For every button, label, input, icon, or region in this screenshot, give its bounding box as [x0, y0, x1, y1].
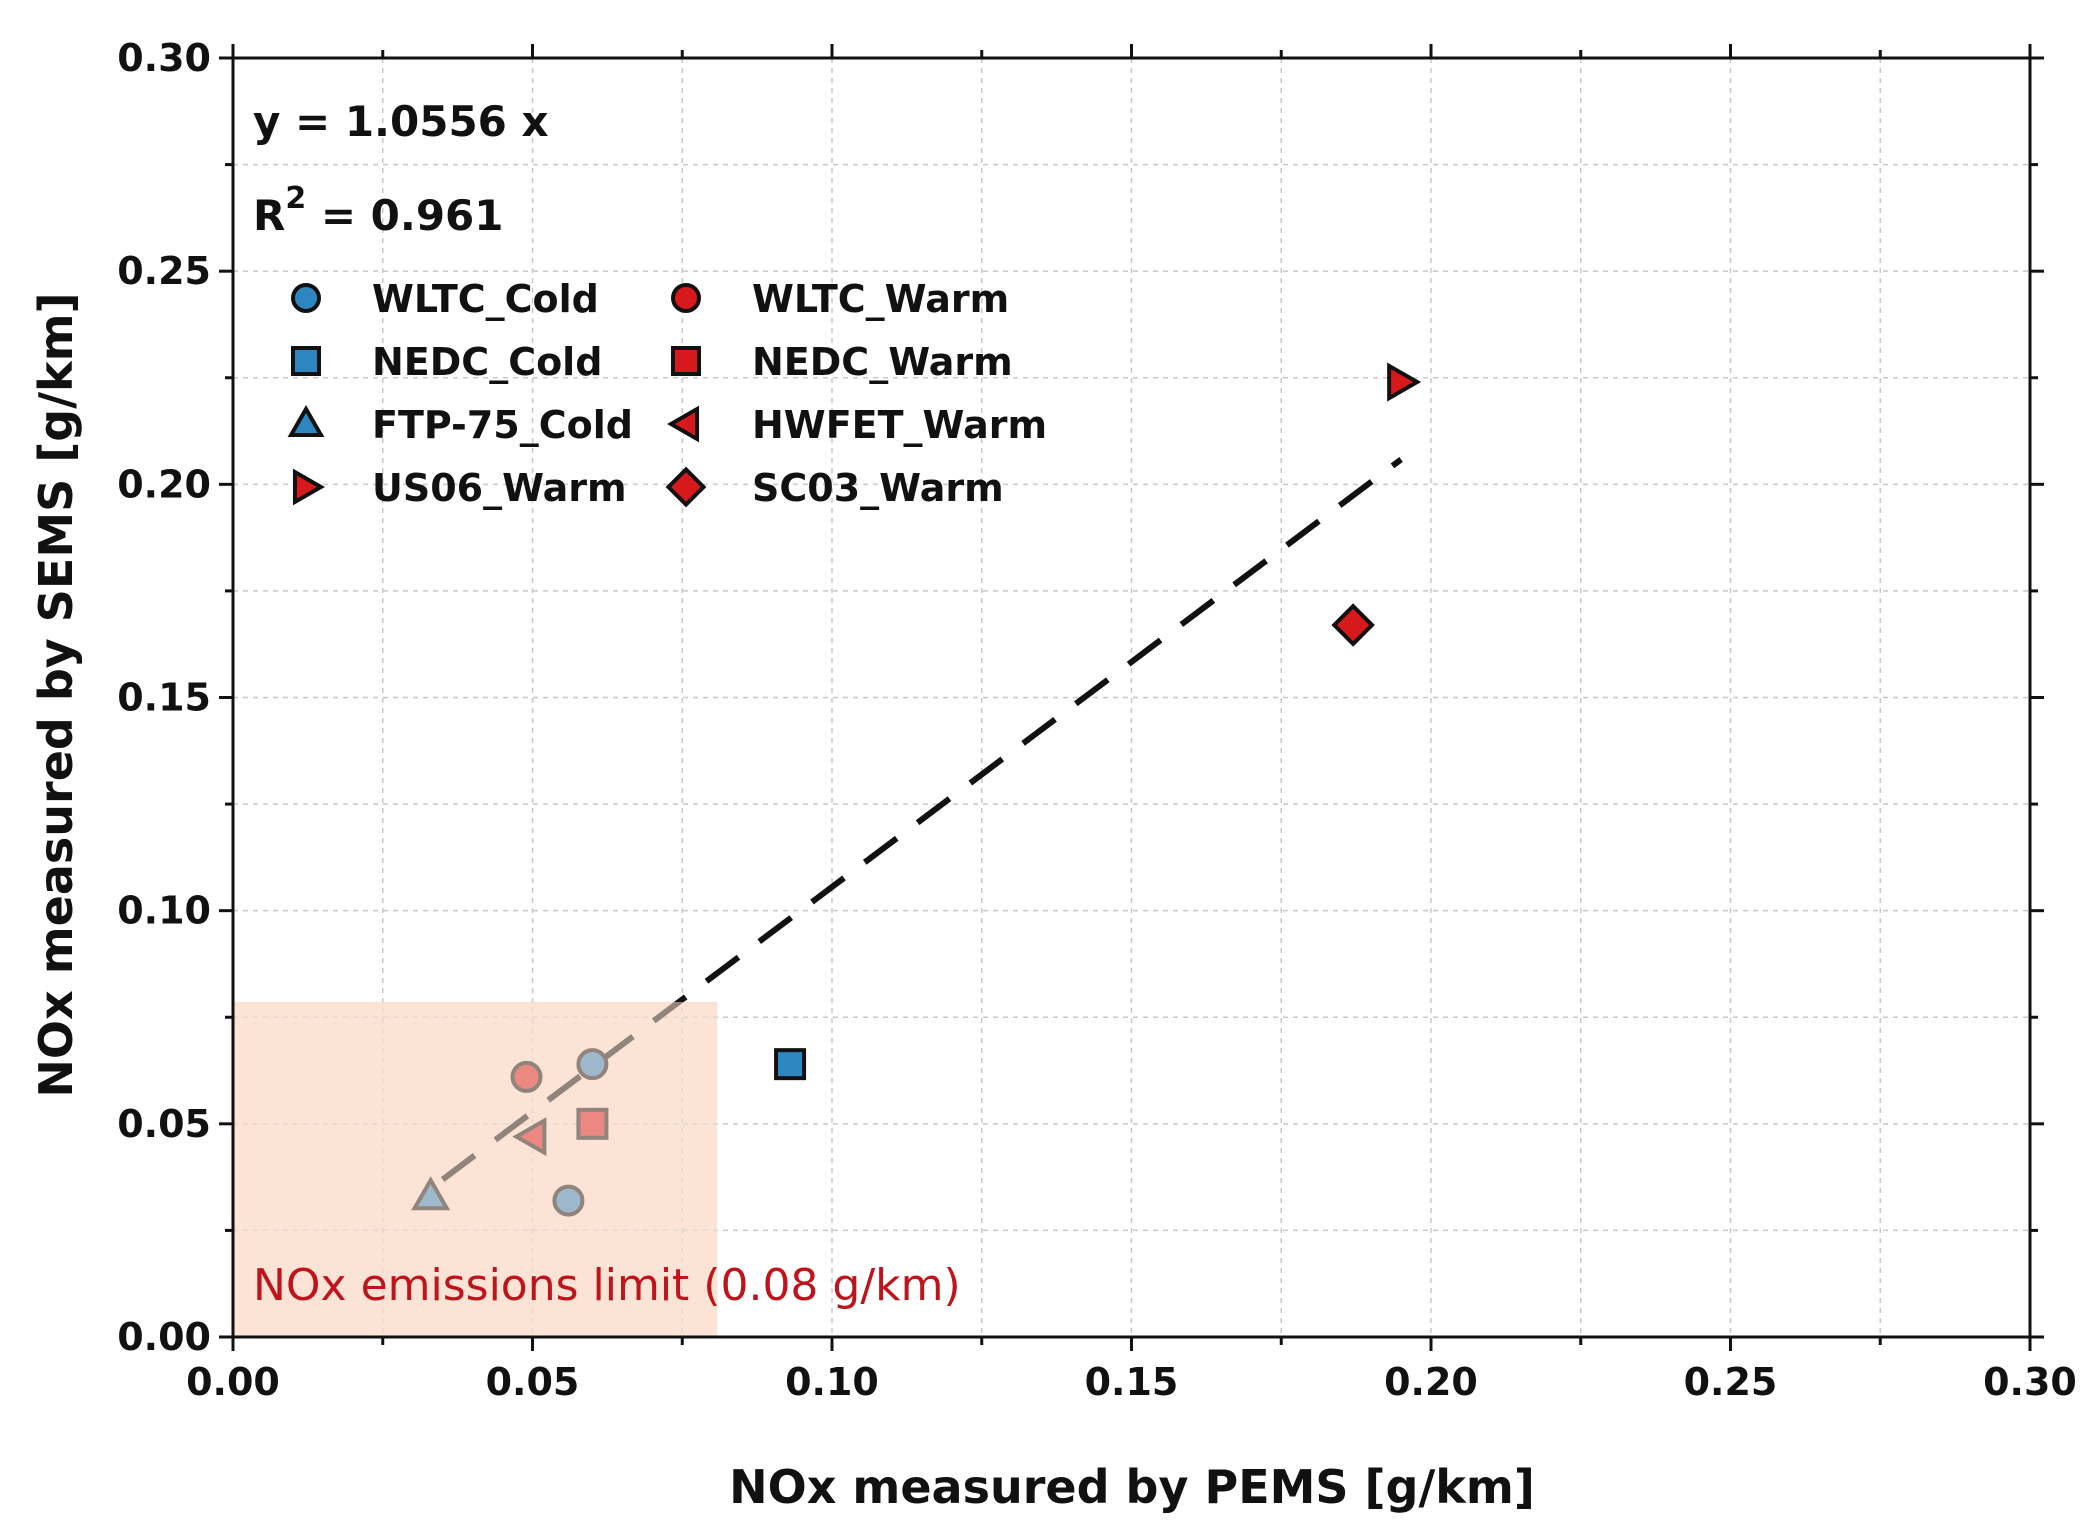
x-tick-label: 0.05 — [486, 1360, 580, 1404]
r-squared-label: R2 = 0.961 — [253, 181, 504, 240]
data-point-nedc_cold — [774, 1048, 807, 1081]
emissions-limit-overlay — [233, 1001, 718, 1337]
regression-equation: y = 1.0556 x — [253, 97, 549, 146]
legend-marker-sc03_warm — [665, 466, 707, 508]
y-tick-label: 0.10 — [117, 889, 211, 933]
legend-marker-wltc_warm — [671, 283, 701, 313]
legend-label-nedc_warm: NEDC_Warm — [752, 340, 1013, 384]
x-tick-label: 0.25 — [1684, 1360, 1778, 1404]
legend-label-sc03_warm: SC03_Warm — [752, 466, 1004, 510]
legend-marker-ftp-75_cold — [287, 405, 325, 438]
legend-marker-nedc_warm — [671, 346, 701, 376]
y-tick-label: 0.15 — [117, 676, 211, 720]
legend-item-nedc_cold: NEDC_Cold — [291, 340, 602, 384]
x-tick-label: 0.30 — [1983, 1360, 2077, 1404]
legend-marker-wltc_cold — [291, 283, 321, 313]
x-tick-label: 0.10 — [785, 1360, 879, 1404]
y-axis-title: NOx measured by SEMS [g/km] — [29, 292, 83, 1097]
data-point-sc03_warm — [1331, 603, 1375, 647]
legend-label-ftp-75_cold: FTP-75_Cold — [372, 403, 633, 447]
legend-item-sc03_warm: SC03_Warm — [665, 466, 1004, 510]
legend-label-wltc_cold: WLTC_Cold — [372, 277, 599, 321]
r-squared-symbol: R — [253, 191, 285, 240]
legend-label-hwfet_warm: HWFET_Warm — [752, 403, 1047, 447]
legend-item-wltc_warm: WLTC_Warm — [671, 277, 1009, 321]
x-tick-label: 0.15 — [1085, 1360, 1179, 1404]
y-tick-label: 0.05 — [117, 1102, 211, 1146]
legend-item-us06_warm: US06_Warm — [292, 466, 627, 510]
legend-label-us06_warm: US06_Warm — [372, 466, 627, 510]
legend-marker-us06_warm — [292, 468, 325, 506]
legend: WLTC_Cold WLTC_Warm NEDC_Cold NEDC_Warm FTP-… — [287, 277, 1047, 510]
x-axis-title: NOx measured by PEMS [g/km] — [729, 1460, 1535, 1514]
legend-item-hwfet_warm: HWFET_Warm — [667, 403, 1047, 447]
x-tick-label: 0.20 — [1384, 1360, 1478, 1404]
legend-item-wltc_cold: WLTC_Cold — [291, 277, 599, 321]
axes — [219, 44, 2044, 1351]
legend-marker-hwfet_warm — [667, 405, 700, 443]
legend-marker-nedc_cold — [291, 346, 321, 376]
grid — [233, 58, 2030, 1337]
y-tick-label: 0.30 — [117, 36, 211, 80]
legend-item-ftp-75_cold: FTP-75_Cold — [287, 403, 633, 447]
legend-item-nedc_warm: NEDC_Warm — [671, 340, 1013, 384]
y-tick-label: 0.20 — [117, 462, 211, 506]
r-squared-value: = 0.961 — [306, 191, 503, 240]
x-tick-label: 0.00 — [186, 1360, 280, 1404]
legend-label-wltc_warm: WLTC_Warm — [752, 277, 1009, 321]
emissions-limit-label: NOx emissions limit (0.08 g/km) — [253, 1260, 961, 1311]
legend-label-nedc_cold: NEDC_Cold — [372, 340, 602, 384]
r-squared-superscript: 2 — [285, 181, 306, 216]
y-tick-label: 0.25 — [117, 249, 211, 293]
data-point-us06_warm — [1387, 362, 1422, 402]
y-tick-label: 0.00 — [117, 1315, 211, 1359]
